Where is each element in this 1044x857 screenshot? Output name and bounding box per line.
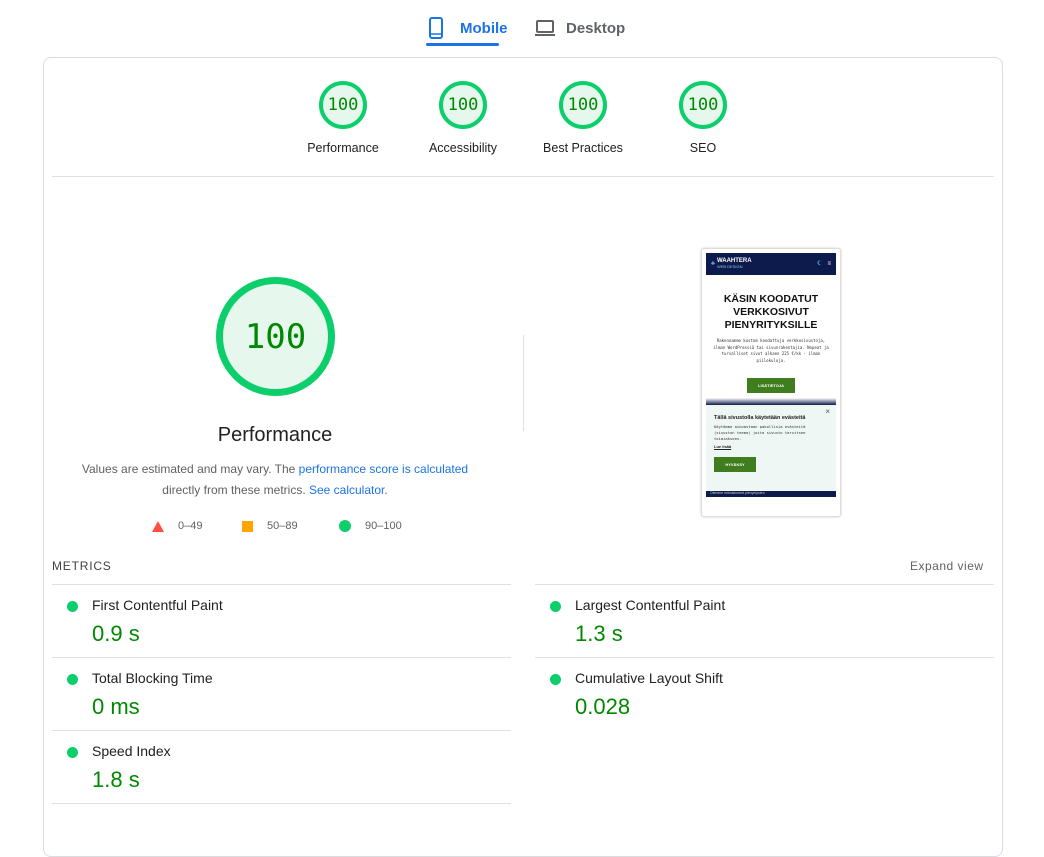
performance-title: Performance	[217, 424, 333, 446]
final-screenshot[interactable]: ♣ WAAHTERA WEB DESIGN ☾ ≡ KÄSIN KOODATUT …	[701, 248, 841, 517]
metric-value: 0.9 s	[92, 621, 140, 646]
site-footer: Olemme erikoistuneet pienyritysten	[706, 491, 836, 497]
tab-desktop[interactable]: Desktop	[534, 10, 625, 46]
pass-icon	[67, 601, 78, 612]
score-calculated-link[interactable]: performance score is calculated	[298, 462, 469, 476]
menu-icon: ≡	[827, 261, 831, 267]
score: 100	[319, 81, 367, 129]
site-cta: LISÄTIETOJA	[747, 378, 795, 393]
gauge-label: SEO	[689, 141, 717, 155]
gauge-seo[interactable]: 100 SEO	[643, 81, 763, 155]
close-icon: ×	[825, 407, 830, 416]
see-calculator-link[interactable]: See calculator	[308, 483, 385, 497]
divider	[52, 176, 994, 177]
site-decoration	[706, 395, 836, 405]
triangle-icon	[152, 520, 164, 532]
metric-label: Cumulative Layout Shift	[575, 670, 723, 686]
metric-label: First Contentful Paint	[92, 597, 223, 613]
gauge-label: Best Practices	[543, 141, 623, 155]
pass-icon	[550, 601, 561, 612]
cookie-body: Käytämme ainoastaan pakollisia evästeitä…	[714, 424, 806, 441]
tab-mobile[interactable]: Mobile	[428, 10, 508, 46]
metric-label: Largest Contentful Paint	[575, 597, 726, 613]
legend-fail: 0–49	[152, 520, 202, 532]
metric-label: Speed Index	[92, 743, 171, 759]
vertical-divider	[523, 335, 524, 431]
site-brand: WAAHTERA WEB DESIGN	[716, 258, 752, 269]
legend-pass: 90–100	[339, 520, 402, 532]
square-icon	[242, 520, 253, 532]
metric-fcp: First Contentful Paint 0.9 s	[52, 584, 511, 657]
site-header: ♣ WAAHTERA WEB DESIGN ☾ ≡	[706, 253, 836, 275]
performance-gauge: 100	[216, 277, 335, 396]
metric-value: 1.3 s	[575, 621, 623, 646]
site-body: Rakennamme kustom koodattuja verkkosivus…	[713, 338, 829, 363]
legend-range: 90–100	[365, 520, 402, 532]
metrics-header: METRICS	[52, 559, 112, 573]
metric-value: 1.8 s	[92, 767, 140, 792]
gauge-label: Accessibility	[428, 141, 498, 155]
score: 100	[679, 81, 727, 129]
laptop-icon	[535, 20, 555, 36]
metric-cls: Cumulative Layout Shift 0.028	[535, 657, 994, 730]
metric-value: 0 ms	[92, 694, 140, 719]
pass-icon	[67, 747, 78, 758]
active-tab-indicator	[426, 43, 499, 46]
performance-description: Values are estimated and may vary. The p…	[60, 459, 490, 501]
legend-range: 50–89	[267, 520, 298, 532]
gauge-accessibility[interactable]: 100 Accessibility	[403, 81, 523, 155]
cookie-accept: HYVÄKSY	[714, 457, 756, 472]
pass-icon	[550, 674, 561, 685]
circle-icon	[339, 520, 351, 532]
desc-text: Values are estimated and may vary. The	[81, 462, 299, 476]
score: 100	[439, 81, 487, 129]
gauge-label: Performance	[307, 141, 379, 155]
smartphone-icon	[429, 17, 443, 39]
moon-icon: ☾	[817, 261, 823, 267]
cookie-link: Lue lisää	[714, 444, 732, 449]
cookie-title: Tällä sivustolla käytetään evästeitä	[714, 415, 806, 421]
legend-average: 50–89	[242, 520, 298, 532]
expand-view-button[interactable]: Expand view	[910, 559, 984, 573]
score: 100	[559, 81, 607, 129]
metric-si: Speed Index 1.8 s	[52, 730, 511, 803]
desc-text: directly from these metrics.	[162, 483, 309, 497]
cookie-banner: × Tällä sivustolla käytetään evästeitä K…	[706, 405, 836, 491]
leaf-logo-icon: ♣	[711, 261, 715, 267]
pass-icon	[67, 674, 78, 685]
divider	[52, 803, 511, 804]
gauge-best-practices[interactable]: 100 Best Practices	[523, 81, 643, 155]
site-headline: KÄSIN KOODATUT VERKKOSIVUT PIENYRITYKSIL…	[723, 293, 819, 331]
legend-range: 0–49	[178, 520, 203, 532]
gauge-performance[interactable]: 100 Performance	[283, 81, 403, 155]
tab-label: Mobile	[460, 19, 508, 37]
metric-label: Total Blocking Time	[92, 670, 213, 686]
metric-value: 0.028	[575, 694, 631, 719]
desc-text: .	[384, 483, 388, 497]
divider	[535, 657, 994, 658]
tab-label: Desktop	[566, 19, 626, 37]
metric-tbt: Total Blocking Time 0 ms	[52, 657, 511, 730]
metric-lcp: Largest Contentful Paint 1.3 s	[535, 584, 994, 657]
